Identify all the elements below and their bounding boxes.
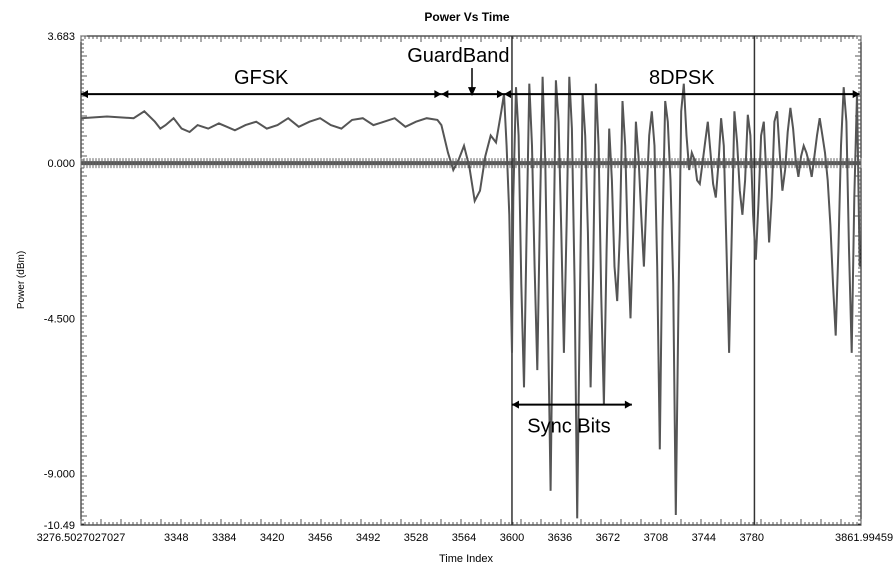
axis-labels-layer: 3276.5027027027 3348 3384 3420 3456 3492 3528 3… [37,31,893,544]
plot-area [80,35,862,526]
arrow-head [496,90,504,99]
x-tick-label: 3456 [308,532,332,544]
x-tick-label: 3276.5027027027 [37,532,126,544]
x-tick-label: 3384 [212,532,236,544]
x-tick-label: 3600 [500,532,524,544]
x-tick-label: 3636 [548,532,572,544]
x-tick-label: 3528 [404,532,428,544]
annotation-label: GFSK [234,67,289,89]
x-tick-label: 3672 [596,532,620,544]
x-tick-label: 3861.99459 [835,532,893,544]
arrow-head [434,90,442,99]
annotation-down-arrow-head [468,87,477,97]
arrow-head [852,90,860,99]
arrow-head [511,400,519,409]
y-tick-label: -4.500 [44,313,75,325]
x-tick-label: 3348 [164,532,188,544]
y-tick-label: -9.000 [44,469,75,481]
arrow-head [441,90,449,99]
arrow-head [80,90,88,99]
x-tick-label: 3708 [644,532,668,544]
series-layer [80,76,861,519]
ticks-layer [80,35,862,525]
x-axis-label: Time Index [439,553,494,565]
x-tick-label: 3420 [260,532,284,544]
annotation-label: Sync Bits [527,416,610,438]
x-tick-label: 3492 [356,532,380,544]
x-tick-label: 3564 [452,532,476,544]
y-tick-label: -10.49 [44,520,75,532]
annotation-label: GuardBand [407,45,509,67]
markers-layer [80,36,862,525]
y-axis-label: Power (dBm) [16,251,27,309]
y-tick-label: 3.683 [47,31,75,43]
y-tick-label: 0.000 [47,158,75,170]
x-tick-label: 3780 [740,532,764,544]
chart-title: Power Vs Time [424,10,509,24]
arrow-head [503,90,511,99]
annotation-label: 8DPSK [649,67,715,89]
annotations-layer: GFSK GuardBand 8DPSK Sync Bits [80,45,860,438]
power-series-line [80,76,861,519]
arrow-head [624,400,632,409]
x-tick-label: 3744 [692,532,716,544]
